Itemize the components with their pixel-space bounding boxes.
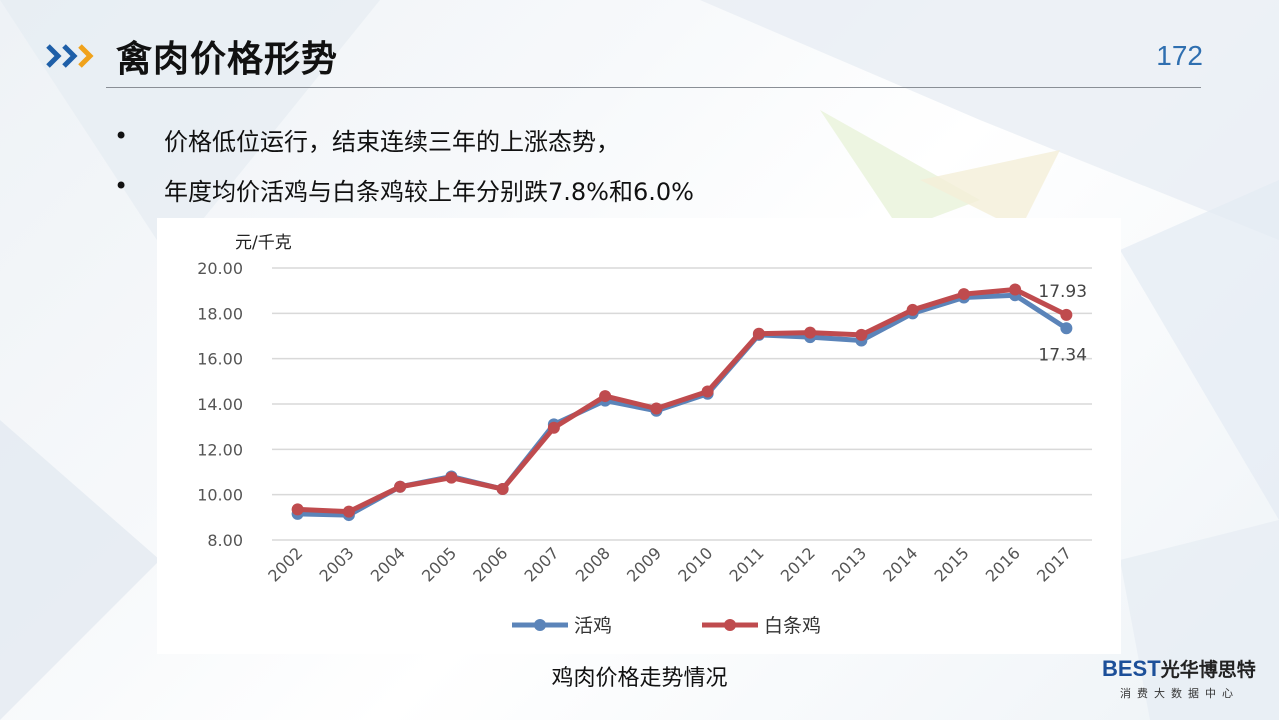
legend-label: 白条鸡: [764, 615, 821, 637]
x-tick-label: 2012: [777, 543, 819, 585]
series-line-white-chicken: [297, 287, 1068, 515]
logo-tagline: 消费大数据中心: [1120, 687, 1239, 700]
x-tick-label: 2016: [982, 543, 1024, 585]
x-tick-label: 2009: [623, 543, 665, 585]
x-tick-label: 2011: [725, 543, 767, 585]
logo-brand: BEST光华博思特: [1102, 655, 1256, 682]
data-point: [342, 505, 355, 518]
bullet-marker: •: [114, 122, 129, 150]
line-chart: 元/千克 20.00 18.00 16.00 14.00 12.00 10.00 8.00 20…: [197, 233, 1092, 637]
x-tick-label: 2003: [315, 543, 357, 585]
data-point: [291, 503, 304, 516]
data-point: [650, 402, 663, 415]
data-point: [394, 480, 407, 493]
legend-label: 活鸡: [574, 615, 612, 637]
legend-marker: [724, 619, 736, 631]
y-unit-label: 元/千克: [235, 233, 292, 253]
y-tick-label: 14.00: [197, 395, 243, 414]
x-tick-label: 2002: [264, 543, 306, 585]
x-tick-label: 2004: [367, 543, 409, 585]
data-point: [496, 483, 509, 495]
x-tick-label: 2013: [828, 543, 870, 585]
y-tick-label: 12.00: [197, 440, 243, 459]
logo-brand-en: BEST: [1102, 656, 1161, 681]
data-point: [1009, 283, 1022, 296]
logo-brand-cn: 光华博思特: [1160, 659, 1256, 681]
bullet-marker: •: [114, 172, 129, 200]
title-divider: [106, 87, 1201, 88]
header: 禽肉价格形势 172: [0, 0, 1279, 100]
bullet-text: 年度均价活鸡与白条鸡较上年分别跌7.8%和6.0%: [164, 178, 694, 206]
data-point: [701, 385, 714, 398]
x-tick-label: 2017: [1033, 543, 1075, 585]
data-point: [752, 327, 765, 340]
x-tick-label: 2008: [572, 543, 614, 585]
bullet-text: 价格低位运行，结束连续三年的上涨态势，: [164, 128, 620, 156]
data-point: [599, 390, 612, 403]
y-tick-label: 10.00: [197, 486, 243, 505]
data-point: [804, 326, 817, 339]
data-point: [1060, 308, 1073, 321]
company-logo: BEST光华博思特 消费大数据中心: [1102, 655, 1272, 715]
y-tick-label: 8.00: [207, 531, 243, 550]
triple-chevron-icon: [46, 44, 94, 68]
x-tick-label: 2005: [418, 543, 460, 585]
x-tick-label: 2006: [469, 543, 511, 585]
legend-marker: [534, 619, 546, 631]
y-tick-label: 18.00: [197, 304, 243, 323]
data-point: [445, 471, 458, 484]
y-tick-label: 16.00: [197, 350, 243, 369]
data-point: [547, 421, 560, 434]
data-label: 17.93: [1038, 282, 1087, 302]
x-tick-label: 2010: [674, 543, 716, 585]
data-point: [957, 288, 970, 301]
x-tick-label: 2015: [930, 543, 972, 585]
data-point: [1060, 322, 1073, 335]
chart-panel: 元/千克 20.00 18.00 16.00 14.00 12.00 10.00 8.00 20…: [157, 218, 1121, 654]
x-tick-label: 2007: [520, 543, 562, 585]
data-label: 17.34: [1038, 345, 1087, 365]
page-title: 禽肉价格形势: [116, 39, 339, 80]
page-number: 172: [1156, 40, 1203, 71]
data-point: [906, 303, 919, 316]
x-tick-label: 2014: [879, 543, 921, 585]
chart-caption: 鸡肉价格走势情况: [551, 666, 728, 691]
y-tick-label: 20.00: [197, 259, 243, 278]
data-point: [855, 328, 868, 341]
